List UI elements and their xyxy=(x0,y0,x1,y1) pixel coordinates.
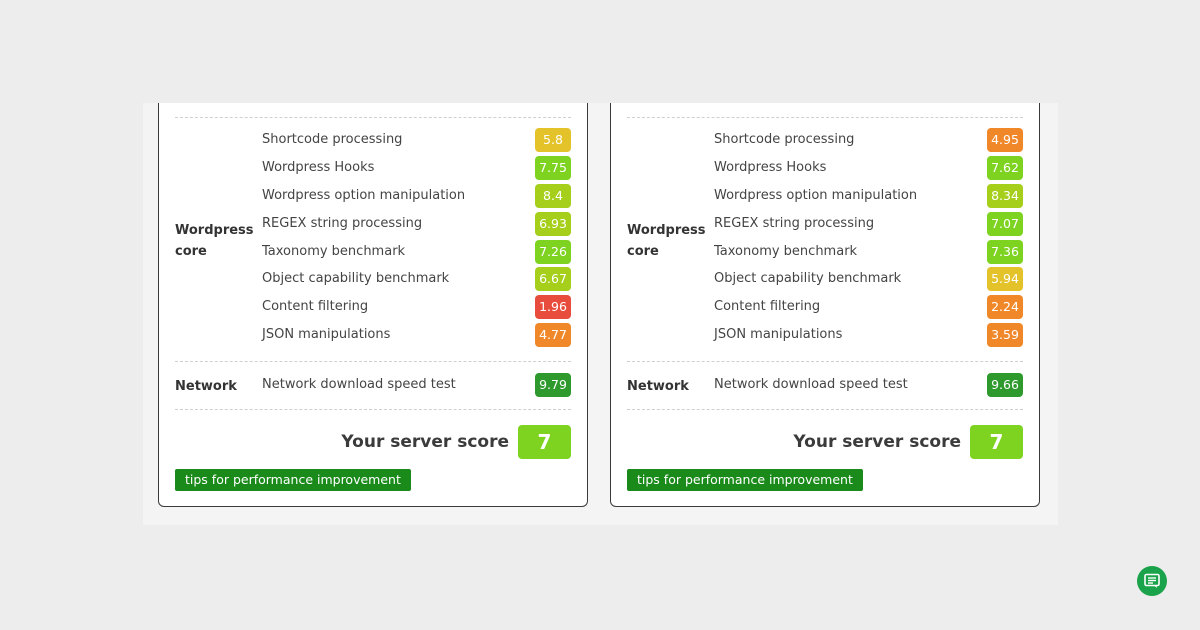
benchmark-row: Object capability benchmark 5.94 xyxy=(714,267,1023,291)
benchmark-score-badge: 9.79 xyxy=(535,373,571,397)
benchmark-label: REGEX string processing xyxy=(714,216,875,231)
benchmark-label: JSON manipulations xyxy=(262,327,391,342)
separator xyxy=(627,361,1023,362)
server-score-label: Your server score xyxy=(793,432,961,452)
benchmark-row: Wordpress option manipulation 8.34 xyxy=(714,184,1023,208)
benchmark-row: Content filtering 1.96 xyxy=(262,295,571,319)
benchmark-row: JSON manipulations 4.77 xyxy=(262,323,571,347)
benchmark-label: Network download speed test xyxy=(262,377,456,392)
group-label-wordpress-core: Wordpress core xyxy=(175,223,254,259)
benchmark-row: Taxonomy benchmark 7.36 xyxy=(714,240,1023,264)
benchmark-score-badge: 7.07 xyxy=(987,212,1023,236)
benchmark-panel-right: Wordpress core Shortcode processing 4.95… xyxy=(610,103,1040,507)
benchmark-label: Shortcode processing xyxy=(262,132,403,147)
chat-icon xyxy=(1144,573,1160,588)
separator xyxy=(175,117,571,118)
benchmark-label: Shortcode processing xyxy=(714,132,855,147)
group-label-network: Network xyxy=(175,379,237,394)
benchmark-score-badge: 8.4 xyxy=(535,184,571,208)
benchmark-score-badge: 2.24 xyxy=(987,295,1023,319)
benchmark-row: REGEX string processing 7.07 xyxy=(714,212,1023,236)
benchmark-row: Wordpress option manipulation 8.4 xyxy=(262,184,571,208)
benchmark-row: Wordpress Hooks 7.62 xyxy=(714,156,1023,180)
tips-button[interactable]: tips for performance improvement xyxy=(175,469,411,491)
benchmark-label: Taxonomy benchmark xyxy=(262,244,406,259)
benchmark-score-badge: 5.8 xyxy=(535,128,571,152)
separator xyxy=(627,117,1023,118)
benchmark-score-badge: 3.59 xyxy=(987,323,1023,347)
separator xyxy=(627,409,1023,410)
separator xyxy=(175,361,571,362)
separator xyxy=(175,409,571,410)
benchmark-label: Object capability benchmark xyxy=(714,271,902,286)
benchmark-row: Shortcode processing 5.8 xyxy=(262,128,571,152)
benchmark-panel-left: Wordpress core Shortcode processing 5.8 … xyxy=(158,103,588,507)
group-label-wordpress-core: Wordpress core xyxy=(627,223,706,259)
benchmark-row: Shortcode processing 4.95 xyxy=(714,128,1023,152)
benchmark-score-badge: 6.67 xyxy=(535,267,571,291)
benchmark-label: REGEX string processing xyxy=(262,216,423,231)
benchmark-score-badge: 7.75 xyxy=(535,156,571,180)
benchmark-label: Wordpress option manipulation xyxy=(262,188,466,203)
benchmark-label: JSON manipulations xyxy=(714,327,843,342)
chat-button[interactable] xyxy=(1137,566,1167,596)
benchmark-label: Content filtering xyxy=(714,299,821,314)
benchmark-score-badge: 4.77 xyxy=(535,323,571,347)
benchmark-label: Content filtering xyxy=(262,299,369,314)
group-label-network: Network xyxy=(627,379,689,394)
benchmark-label: Wordpress option manipulation xyxy=(714,188,918,203)
benchmark-row: JSON manipulations 3.59 xyxy=(714,323,1023,347)
benchmark-label: Network download speed test xyxy=(714,377,908,392)
benchmark-row: Wordpress Hooks 7.75 xyxy=(262,156,571,180)
benchmark-score-badge: 6.93 xyxy=(535,212,571,236)
benchmark-row: Content filtering 2.24 xyxy=(714,295,1023,319)
benchmark-row: Object capability benchmark 6.67 xyxy=(262,267,571,291)
benchmark-score-badge: 4.95 xyxy=(987,128,1023,152)
benchmark-label: Wordpress Hooks xyxy=(714,160,827,175)
benchmark-label: Taxonomy benchmark xyxy=(714,244,858,259)
benchmark-score-badge: 7.36 xyxy=(987,240,1023,264)
benchmark-row: Taxonomy benchmark 7.26 xyxy=(262,240,571,264)
benchmark-row: Network download speed test 9.66 xyxy=(714,373,1023,397)
benchmark-score-badge: 7.26 xyxy=(535,240,571,264)
server-score-value: 7 xyxy=(970,425,1023,459)
benchmark-row: REGEX string processing 6.93 xyxy=(262,212,571,236)
benchmark-row: Network download speed test 9.79 xyxy=(262,373,571,397)
benchmark-score-badge: 1.96 xyxy=(535,295,571,319)
server-score-label: Your server score xyxy=(341,432,509,452)
benchmark-label: Object capability benchmark xyxy=(262,271,450,286)
benchmark-label: Wordpress Hooks xyxy=(262,160,375,175)
benchmark-score-badge: 9.66 xyxy=(987,373,1023,397)
benchmark-score-badge: 7.62 xyxy=(987,156,1023,180)
tips-button[interactable]: tips for performance improvement xyxy=(627,469,863,491)
benchmark-score-badge: 5.94 xyxy=(987,267,1023,291)
server-score-value: 7 xyxy=(518,425,571,459)
benchmark-score-badge: 8.34 xyxy=(987,184,1023,208)
